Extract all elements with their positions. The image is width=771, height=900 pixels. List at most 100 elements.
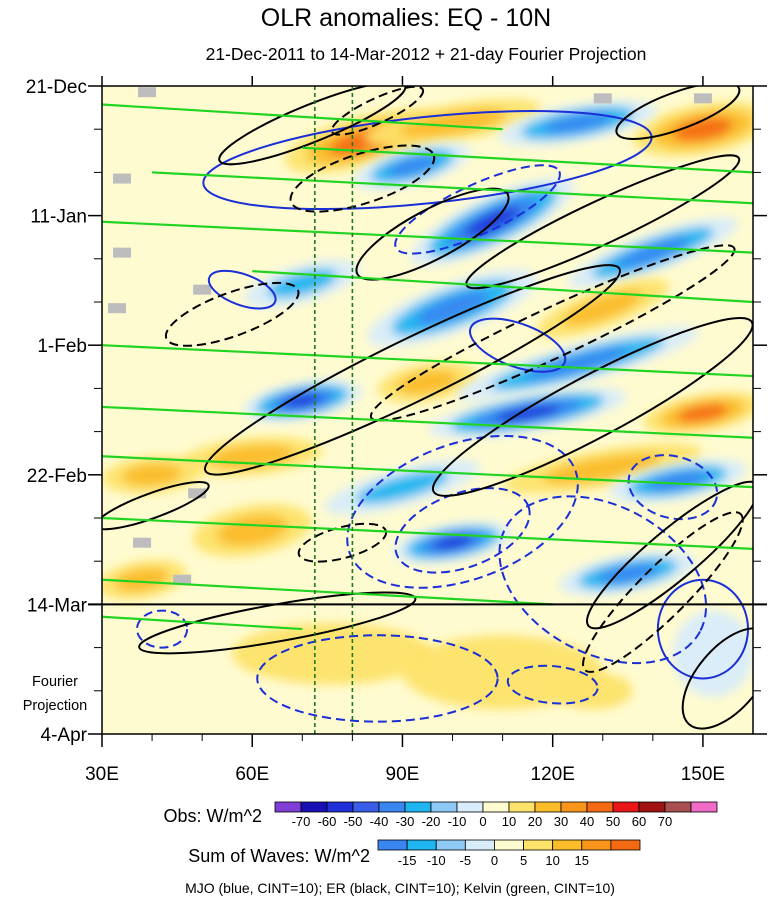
- missing-data-cell: [193, 284, 212, 295]
- anomaly-blob: [633, 102, 753, 157]
- anomaly-blob: [608, 459, 748, 503]
- anomaly-blob-layer: [563, 290, 643, 326]
- er-contour-positive: [586, 480, 753, 630]
- colorbar-swatch: [523, 839, 554, 851]
- er-contour-negative: [330, 86, 425, 136]
- colorbar-swatch: [690, 801, 718, 813]
- colorbar-tick-label: -10: [448, 814, 467, 829]
- anomaly-blob-layer: [616, 237, 690, 268]
- colorbar-swatch: [610, 839, 641, 851]
- anomaly-blob-layer: [677, 404, 729, 423]
- anomaly-blob: [192, 503, 312, 557]
- er-contour-positive: [431, 317, 753, 497]
- obs-colorbar: -70 -60 -50 -40 -30 -20 -10 0 10 20 30 40 50 60 70: [274, 801, 718, 829]
- reference-longitude-lines: [314, 86, 354, 734]
- colorbar-tick-label: 10: [502, 814, 516, 829]
- colorbar-swatch: [508, 801, 536, 813]
- er-contour-positive: [102, 481, 210, 531]
- er-contour-positive: [355, 187, 510, 281]
- missing-data-cell: [173, 574, 192, 585]
- colorbar-tick-label: 0: [479, 814, 486, 829]
- missing-data-cell: [113, 173, 132, 184]
- kelvin-track: [102, 220, 753, 254]
- kelvin-track: [102, 516, 753, 550]
- anomaly-blob: [243, 379, 362, 422]
- anomaly-blob-layer: [673, 117, 733, 141]
- chart-subtitle: 21-Dec-2011 to 14-Mar-2012 + 21-day Four…: [206, 44, 647, 64]
- colorbar-swatch: [494, 839, 524, 851]
- x-tick-label: 30E: [85, 764, 119, 785]
- y-tick-label: 21-Dec: [26, 77, 87, 98]
- colorbar-tick-label: 0: [491, 853, 498, 868]
- mjo-contour-negative: [346, 434, 579, 589]
- anomaly-field: [102, 98, 753, 710]
- er-contour-negative: [369, 244, 736, 422]
- colorbar-tick-label: -15: [398, 853, 417, 868]
- colorbar-swatch: [430, 801, 458, 813]
- missing-data-cell: [113, 247, 132, 258]
- colorbar-tick-label: 50: [606, 814, 620, 829]
- colorbar-swatch: [560, 801, 588, 813]
- anomaly-blob: [567, 217, 738, 289]
- anomaly-blob-layer: [543, 453, 662, 484]
- colorbar-swatch: [326, 801, 354, 813]
- x-tick-label: 120E: [531, 764, 575, 785]
- kelvin-tracks: [102, 103, 753, 631]
- missing-data-cell: [133, 537, 152, 548]
- waves-colorbar-label: Sum of Waves: W/m^2: [188, 846, 370, 866]
- colorbar-swatch: [456, 801, 484, 813]
- colorbar-swatch: [377, 839, 408, 851]
- mjo-contour-negative: [136, 609, 189, 649]
- anomaly-blob: [367, 269, 538, 347]
- anomaly-blob-layer: [543, 113, 612, 133]
- x-axis: 30E 60E 90E 120E 150E: [85, 76, 725, 785]
- x-tick-label: 90E: [386, 764, 420, 785]
- missing-data-cell: [693, 93, 712, 104]
- anomaly-blob-layer: [399, 108, 506, 138]
- anomaly-blob: [552, 672, 633, 710]
- kelvin-track: [102, 578, 553, 606]
- waves-colorbar: -15 -10 -5 0 5 10 15: [377, 839, 641, 868]
- colorbar-swatch: [406, 839, 437, 851]
- colorbar-swatch: [534, 801, 562, 813]
- plot-area: [102, 86, 753, 734]
- anomaly-blob-layer: [122, 463, 183, 487]
- colorbar-tick-label: -10: [427, 853, 446, 868]
- kelvin-track: [102, 455, 753, 489]
- mjo-contour-negative: [256, 634, 499, 723]
- y-tick-label: 1-Feb: [37, 336, 87, 357]
- colorbar-tick-label: 5: [520, 853, 527, 868]
- colorbar-tick-label: -20: [422, 814, 441, 829]
- missing-data-cell: [138, 87, 157, 98]
- er-contour-positive: [218, 86, 407, 166]
- mjo-contour-positive: [207, 269, 277, 310]
- er-contour-positive: [615, 86, 741, 140]
- plot-frame: [101, 85, 754, 735]
- colorbar-swatch: [352, 801, 380, 813]
- colorbar-tick-label: 70: [658, 814, 672, 829]
- kelvin-track: [302, 146, 753, 174]
- projection-label-line1: Fourier: [32, 674, 78, 690]
- chart-title: OLR anomalies: EQ - 10N: [261, 4, 551, 32]
- colorbar-tick-label: -40: [370, 814, 389, 829]
- colorbar-swatch: [404, 801, 432, 813]
- missing-data-cell: [188, 488, 207, 499]
- y-tick-label: 14-Mar: [27, 595, 88, 616]
- projection-label-line2: Projection: [23, 698, 87, 714]
- anomaly-blob: [504, 443, 702, 494]
- anomaly-blob: [378, 362, 477, 403]
- anomaly-blob-layer: [115, 567, 169, 592]
- colorbar-swatch: [464, 839, 495, 851]
- kelvin-track: [102, 405, 753, 439]
- missing-data-cell: [108, 303, 127, 314]
- y-tick-label: 4-Apr: [41, 725, 88, 746]
- y-axis: 21-Dec 11-Jan 1-Feb 22-Feb 14-Mar 4-Apr: [26, 77, 767, 746]
- anomaly-blob-layer: [552, 672, 633, 710]
- contour-legend-footer: MJO (blue, CINT=10); ER (black, CINT=10)…: [185, 880, 615, 896]
- mjo-contour-negative: [498, 495, 708, 665]
- colorbar-tick-label: -60: [318, 814, 337, 829]
- kelvin-track: [102, 344, 753, 378]
- anomaly-blob-layer: [397, 370, 458, 395]
- colorbar-tick-label: 40: [580, 814, 594, 829]
